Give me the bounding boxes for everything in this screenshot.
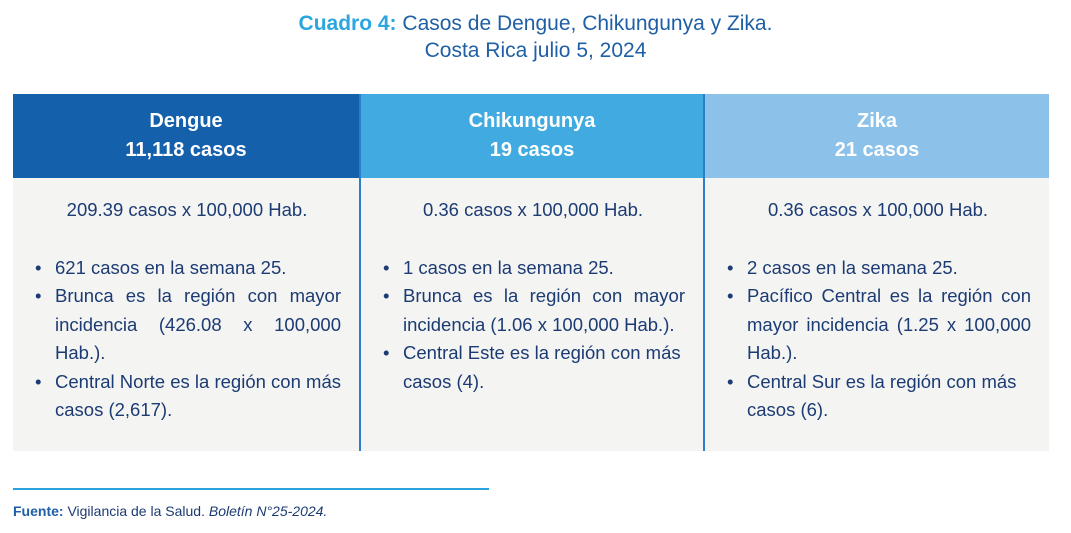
caption-prefix: Cuadro 4: (298, 12, 397, 35)
incidence-rate: 209.39 casos x 100,000 Hab. (66, 199, 308, 220)
total-cases: 11,118 casos (125, 139, 247, 161)
incidence-rate: 0.36 casos x 100,000 Hab. (422, 199, 644, 220)
list-item: 621 casos en la semana 25. (33, 254, 341, 283)
list-item: 2 casos en la semana 25. (725, 254, 1031, 283)
list-item: Central Sur es la región con más casos (… (725, 368, 1031, 425)
cases-table: Dengue 11,118 casos 209.39 casos x 100,0… (13, 94, 1049, 451)
column-header-dengue: Dengue 11,118 casos (13, 94, 359, 178)
incidence-rate: 0.36 casos x 100,000 Hab. (767, 199, 989, 220)
column-zika: Zika 21 casos 0.36 casos x 100,000 Hab. … (703, 94, 1049, 451)
list-item: Central Norte es la región con más casos… (33, 368, 341, 425)
total-cases: 21 casos (834, 139, 920, 161)
column-body-dengue: 209.39 casos x 100,000 Hab. 621 casos en… (13, 178, 359, 451)
footnote-divider (13, 488, 489, 490)
column-chikungunya: Chikungunya 19 casos 0.36 casos x 100,00… (359, 94, 703, 451)
source-note: Fuente: Vigilancia de la Salud. Boletín … (13, 503, 327, 519)
list-item: Brunca es la región con mayor incidencia… (33, 282, 341, 368)
caption-line-1: Cuadro 4: Casos de Dengue, Chikungunya y… (0, 10, 1071, 37)
caption-line-2: Costa Rica julio 5, 2024 (424, 39, 647, 62)
column-header-zika: Zika 21 casos (705, 94, 1049, 178)
bullet-list: 2 casos en la semana 25. Pacífico Centra… (725, 254, 1031, 425)
disease-name: Chikungunya (468, 110, 596, 132)
list-item: Brunca es la región con mayor incidencia… (381, 282, 685, 339)
column-body-chikungunya: 0.36 casos x 100,000 Hab. 1 casos en la … (361, 178, 703, 451)
list-item: Central Este es la región con más casos … (381, 339, 685, 396)
disease-name: Zika (856, 110, 898, 132)
total-cases: 19 casos (489, 139, 575, 161)
caption-text: Casos de Dengue, Chikungunya y Zika. (402, 12, 773, 35)
table-caption: Cuadro 4: Casos de Dengue, Chikungunya y… (0, 10, 1071, 64)
disease-name: Dengue (149, 110, 223, 132)
list-item: Pacífico Central es la región con mayor … (725, 282, 1031, 368)
column-header-chikungunya: Chikungunya 19 casos (361, 94, 703, 178)
column-dengue: Dengue 11,118 casos 209.39 casos x 100,0… (13, 94, 359, 451)
bullet-list: 1 casos en la semana 25. Brunca es la re… (381, 254, 685, 397)
bullet-list: 621 casos en la semana 25. Brunca es la … (33, 254, 341, 425)
column-body-zika: 0.36 casos x 100,000 Hab. 2 casos en la … (705, 178, 1049, 451)
source-text: Vigilancia de la Salud. (67, 503, 205, 519)
list-item: 1 casos en la semana 25. (381, 254, 685, 283)
source-label: Fuente: (13, 503, 64, 519)
source-bulletin: Boletín N°25-2024. (208, 503, 328, 519)
